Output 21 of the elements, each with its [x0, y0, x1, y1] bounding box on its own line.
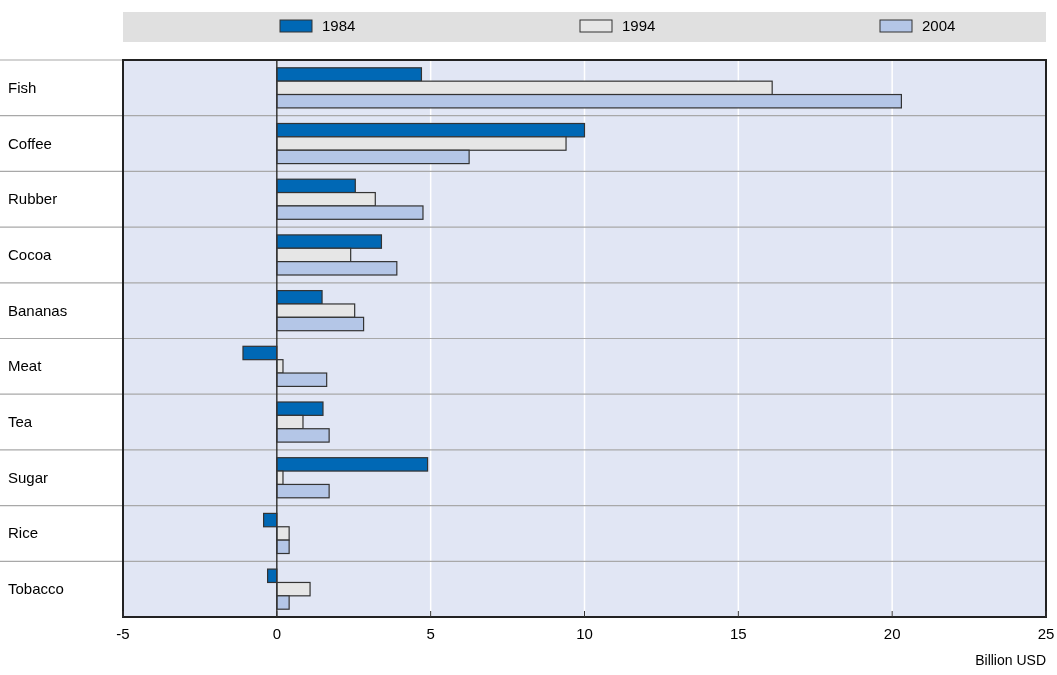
x-axis-title: Billion USD [975, 652, 1046, 668]
y-tick-label: Fish [8, 78, 37, 96]
legend-label: 1994 [622, 17, 656, 34]
y-tick-label: Coffee [8, 134, 52, 152]
y-tick-label: Tea [8, 413, 33, 431]
x-tick-label: 10 [576, 625, 593, 642]
x-tick-label: 5 [426, 625, 435, 642]
y-tick-label: Sugar [8, 468, 49, 486]
y-tick-label: Meat [8, 357, 43, 375]
x-tick-label: -5 [116, 625, 130, 642]
legend-label: 2004 [922, 17, 956, 34]
x-tick-label: 20 [883, 625, 901, 642]
y-tick-label: Bananas [8, 301, 68, 319]
x-tick-label: 0 [272, 625, 282, 642]
x-tick-label: 15 [729, 625, 747, 642]
legend-label: 1984 [322, 17, 356, 34]
y-tick-label: Tobacco [8, 580, 64, 598]
y-tick-label: Rubber [8, 190, 58, 208]
y-tick-label: Rice [8, 524, 39, 542]
x-tick-label: 25 [1037, 625, 1055, 642]
y-tick-label: Cocoa [8, 245, 53, 263]
